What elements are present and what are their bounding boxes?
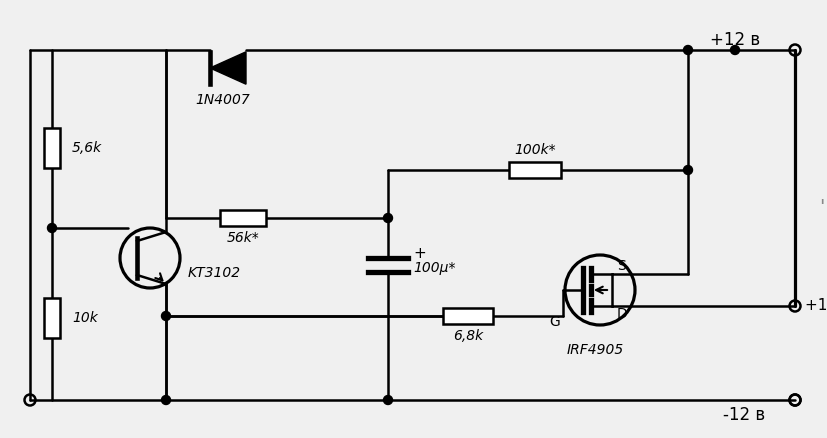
Text: +: + [413,247,426,261]
Polygon shape [210,52,246,84]
Bar [44,128,60,168]
Text: 5,6k: 5,6k [72,141,102,155]
Text: D: D [617,307,628,321]
Text: -12 в: -12 в [723,406,765,424]
Circle shape [683,166,692,174]
Text: G: G [550,315,561,329]
Circle shape [47,223,56,233]
Text: 56k*: 56k* [227,231,260,245]
Text: 100k*: 100k* [514,143,556,157]
Bar [220,210,266,226]
Bar [44,298,60,338]
Text: 1N4007: 1N4007 [196,93,251,107]
Text: 10k: 10k [72,311,98,325]
Text: +12 на H4: +12 на H4 [805,299,827,314]
Circle shape [384,213,393,223]
Text: ': ' [819,198,825,217]
Text: S: S [617,259,626,273]
Circle shape [161,396,170,405]
Text: +12 в: +12 в [710,31,760,49]
Text: 6,8k: 6,8k [453,329,483,343]
Text: 100μ*: 100μ* [413,261,456,275]
Bar [509,162,561,178]
Circle shape [161,311,170,321]
Circle shape [683,46,692,54]
Bar [443,308,493,324]
Circle shape [384,396,393,405]
Circle shape [730,46,739,54]
Text: KT3102: KT3102 [188,266,241,280]
Text: IRF4905: IRF4905 [566,343,624,357]
